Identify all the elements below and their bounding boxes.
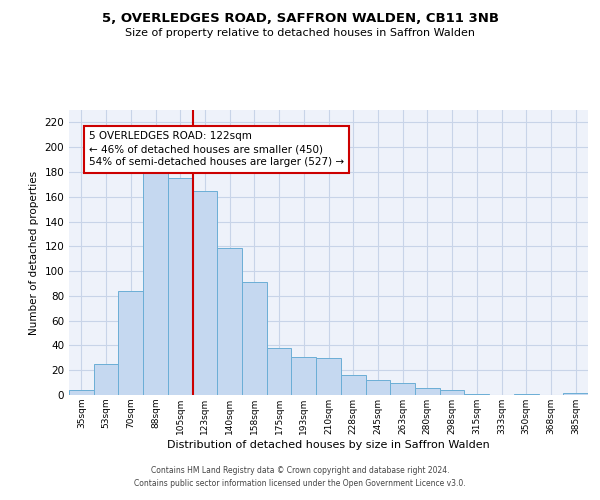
- Bar: [193, 190, 217, 395]
- Bar: [316, 358, 341, 395]
- Bar: [390, 382, 415, 395]
- Bar: [217, 248, 242, 395]
- Bar: [341, 375, 365, 395]
- Bar: [440, 390, 464, 395]
- Bar: [118, 291, 143, 395]
- Bar: [143, 167, 168, 395]
- Bar: [168, 178, 193, 395]
- X-axis label: Distribution of detached houses by size in Saffron Walden: Distribution of detached houses by size …: [167, 440, 490, 450]
- Bar: [563, 392, 588, 395]
- Text: Contains HM Land Registry data © Crown copyright and database right 2024.
Contai: Contains HM Land Registry data © Crown c…: [134, 466, 466, 487]
- Bar: [94, 364, 118, 395]
- Bar: [464, 394, 489, 395]
- Text: 5 OVERLEDGES ROAD: 122sqm
← 46% of detached houses are smaller (450)
54% of semi: 5 OVERLEDGES ROAD: 122sqm ← 46% of detac…: [89, 131, 344, 168]
- Bar: [514, 394, 539, 395]
- Bar: [415, 388, 440, 395]
- Text: 5, OVERLEDGES ROAD, SAFFRON WALDEN, CB11 3NB: 5, OVERLEDGES ROAD, SAFFRON WALDEN, CB11…: [101, 12, 499, 26]
- Y-axis label: Number of detached properties: Number of detached properties: [29, 170, 39, 334]
- Bar: [292, 356, 316, 395]
- Bar: [365, 380, 390, 395]
- Bar: [267, 348, 292, 395]
- Bar: [242, 282, 267, 395]
- Bar: [69, 390, 94, 395]
- Text: Size of property relative to detached houses in Saffron Walden: Size of property relative to detached ho…: [125, 28, 475, 38]
